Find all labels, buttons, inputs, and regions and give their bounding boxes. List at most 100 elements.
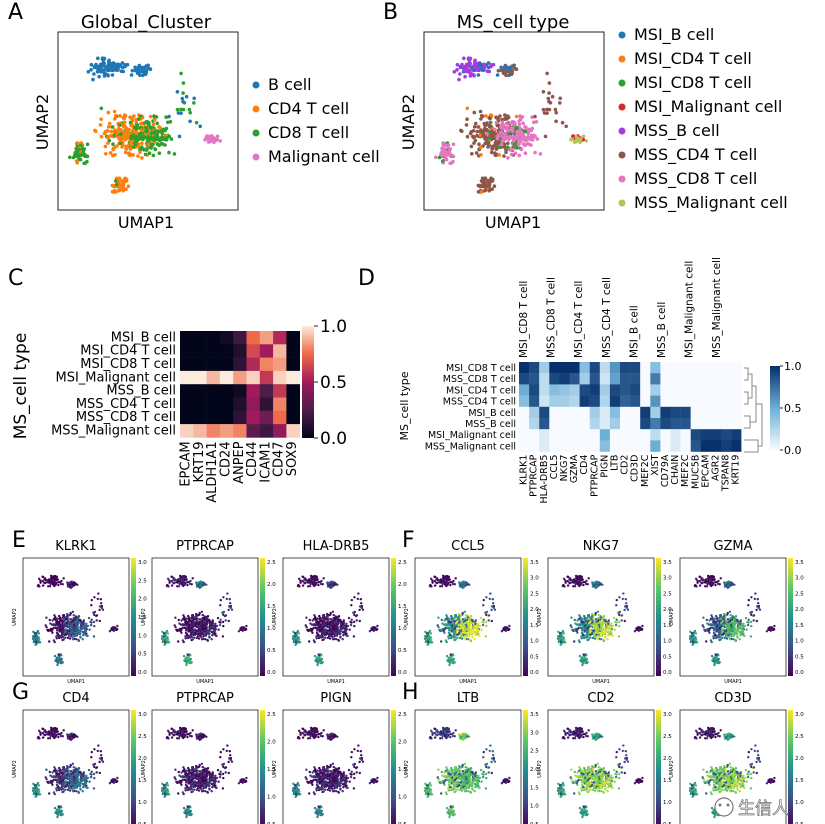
umap-point [85,159,89,164]
heatmap-cell [193,397,207,412]
umap-point [55,575,58,578]
umap-point [448,629,451,632]
umap-point [151,153,156,158]
heatmap-group-label: MSS_Malignant cell [711,257,723,358]
umap-point [592,581,596,584]
umap-point [134,126,139,131]
umap-point [113,114,118,118]
umap-point [460,621,464,624]
umap-point [585,579,588,583]
umap-point [57,581,60,584]
umap-point [496,68,501,73]
umap-point [198,611,201,615]
umap-point [578,654,582,658]
umap-point [547,107,552,112]
umap-point [606,638,609,641]
umap-point [490,132,495,136]
heatmap-cell [650,440,661,452]
gene-colorbar-tick: 2.0 [138,597,147,603]
umap-point [566,580,569,583]
umap-point [530,115,534,119]
heatmap-cell [549,429,560,441]
umap-point [219,604,222,607]
gene-colorbar [391,558,396,676]
umap-point [451,154,456,159]
heatmap-cell [206,357,221,372]
heatmap-cell [700,440,712,452]
umap-point [580,620,583,623]
umap-point [67,635,71,638]
heatmap-cell [219,384,234,398]
umap-point [505,122,509,126]
umap-point [85,154,90,159]
umap-point [581,578,584,581]
umap-point [98,123,103,127]
heatmap-cell [710,395,722,407]
umap-point [192,625,195,628]
umap-point [574,622,577,625]
heatmap-cell [529,384,540,396]
colorbar-tick-label: 0.0 [320,429,347,449]
umap-point [473,630,476,634]
umap-point [68,155,72,160]
umap-point [472,110,477,115]
umap-point [188,628,192,632]
umap-point [313,623,316,626]
umap-point [37,577,41,580]
umap-point [554,110,558,115]
legend-marker [618,151,626,159]
umap-point [515,136,520,140]
umap-point [187,661,190,664]
umap-point [525,137,529,142]
umap-point [579,659,582,662]
umap-point [229,604,233,608]
umap-point [56,578,59,581]
heatmap-cell [273,384,287,398]
umap-point [94,129,98,133]
heatmap-cell [721,373,732,385]
umap-point [440,159,445,163]
umap-point [445,614,448,617]
umap-point [173,578,177,582]
umap-point [92,635,96,638]
heatmap-cell [690,418,701,430]
umap-point [485,624,488,628]
umap-point [136,154,140,158]
umap-point [217,628,220,631]
umap-point [66,621,69,624]
umap-point [477,622,480,625]
umap-point [443,582,446,585]
umap-point [129,73,134,77]
heatmap-cell [206,410,221,425]
umap-point [215,634,218,638]
heatmap-cell [640,429,651,441]
umap-point [333,616,336,620]
umap-point [66,612,69,616]
heatmap-cell [539,440,550,452]
umap-point [329,623,332,626]
umap-point [489,63,493,67]
umap-point [192,101,196,105]
umap-point [60,579,63,583]
umap-point [129,136,134,141]
umap-xlabel-b: UMAP1 [485,213,541,232]
umap-point [188,616,191,619]
heatmap-cell [219,410,234,425]
heatmap-cell [599,429,611,441]
umap-point [368,630,372,633]
umap-point [195,612,198,616]
umap-point [142,148,146,152]
umap-point [499,65,503,70]
umap-point [135,138,140,142]
umap-point [127,127,131,132]
umap-point [571,134,575,138]
umap-point [149,136,154,140]
heatmap-cell [640,395,651,407]
umap-point [584,619,587,622]
umap-point [505,69,509,74]
umap-point [219,598,222,602]
umap-point [326,612,329,616]
gene-colorbar-tick: 2.0 [398,582,407,588]
umap-point [200,638,204,641]
heatmap-cell [206,384,221,398]
